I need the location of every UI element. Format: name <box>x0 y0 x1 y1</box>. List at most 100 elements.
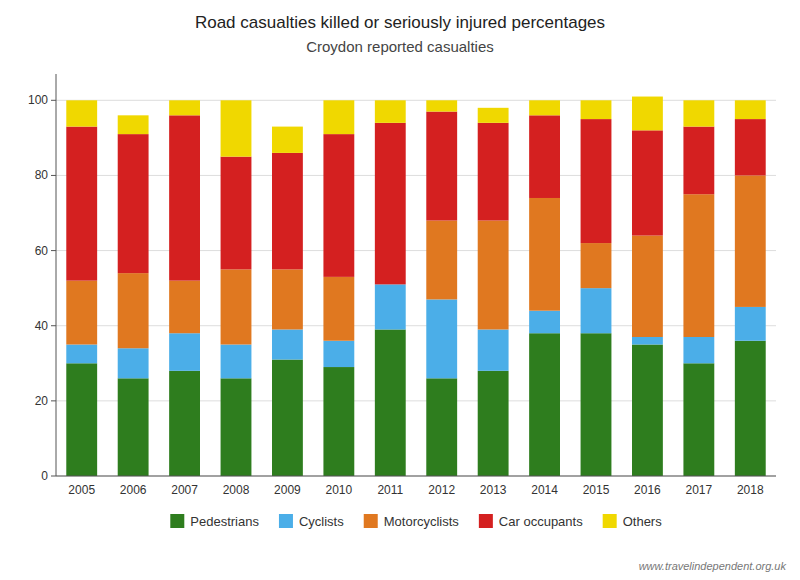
legend-item: Cyclists <box>279 514 344 529</box>
bar-segment: Others 2010: 9 <box>323 100 354 134</box>
bar-segment: Car occupants 2010: 38 <box>323 134 354 277</box>
legend-swatch <box>279 514 293 528</box>
bar-segment: Cyclists 2010: 7 <box>323 341 354 367</box>
bar-segment: Others 2011: 6 <box>375 100 406 123</box>
bar-segment: Others 2005: 7 <box>66 100 97 126</box>
bar-segment: Motorcyclists 2017: 38 <box>683 194 714 337</box>
bar-segment: Pedestrians 2012: 26 <box>426 378 457 476</box>
legend-swatch <box>603 514 617 528</box>
bar-segment: Cyclists 2015: 12 <box>581 288 612 333</box>
bar-segment: Others 2009: 7 <box>272 127 303 153</box>
bar-segment: Cyclists 2007: 10 <box>169 333 200 371</box>
bar-segment: Car occupants 2008: 30 <box>221 157 252 270</box>
bar-segment: Car occupants 2009: 31 <box>272 153 303 269</box>
bar-segment: Motorcyclists 2009: 16 <box>272 269 303 329</box>
bar-segment: Pedestrians 2015: 38 <box>581 333 612 476</box>
bar-segment: Cyclists 2011: 12 <box>375 284 406 329</box>
bar-segment: Motorcyclists 2016: 27 <box>632 236 663 337</box>
tick-label: 2018 <box>737 483 764 497</box>
bar-segment: Pedestrians 2005: 30 <box>66 363 97 476</box>
bar-segment: Others 2016: 9 <box>632 97 663 131</box>
bar-segment: Motorcyclists 2006: 20 <box>118 273 149 348</box>
y-axis: 020406080100 <box>28 93 776 483</box>
bar-segment: Motorcyclists 2008: 20 <box>221 269 252 344</box>
bar-segment: Car occupants 2016: 28 <box>632 130 663 235</box>
x-axis: 2005200620072008200920102011201220132014… <box>68 483 764 497</box>
tick-mark <box>51 100 56 101</box>
legend-label: Cyclists <box>299 514 344 529</box>
bar-segment: Others 2017: 7 <box>683 100 714 126</box>
bar-segment: Pedestrians 2007: 28 <box>169 371 200 476</box>
bar-segment: Cyclists 2012: 21 <box>426 299 457 378</box>
bar-segment: Cyclists 2017: 7 <box>683 337 714 363</box>
bar-segment: Motorcyclists 2007: 14 <box>169 281 200 334</box>
legend-label: Pedestrians <box>190 514 259 529</box>
tick-label: 2010 <box>326 483 353 497</box>
bar-segment: Cyclists 2006: 8 <box>118 348 149 378</box>
tick-label: 2017 <box>686 483 713 497</box>
bar-segment: Pedestrians 2014: 38 <box>529 333 560 476</box>
bar-segment: Motorcyclists 2013: 29 <box>478 221 509 330</box>
bar-segment: Others 2018: 5 <box>735 100 766 119</box>
bar-segment: Pedestrians 2016: 35 <box>632 345 663 476</box>
grid-line <box>56 476 776 477</box>
bar-segment: Cyclists 2013: 11 <box>478 329 509 370</box>
tick-label: 2015 <box>583 483 610 497</box>
grid-line <box>56 325 776 326</box>
legend-swatch <box>479 514 493 528</box>
bar-segment: Car occupants 2018: 15 <box>735 119 766 175</box>
tick-mark <box>51 400 56 401</box>
tick-label: 2016 <box>634 483 661 497</box>
bar-segment: Car occupants 2014: 22 <box>529 115 560 198</box>
title: Road casualties killed or seriously inju… <box>195 13 605 32</box>
bar-segment: Car occupants 2012: 29 <box>426 112 457 221</box>
legend-item: Motorcyclists <box>364 514 460 529</box>
tick-label: 2011 <box>377 483 403 497</box>
tick-label: 2008 <box>223 483 250 497</box>
bar-segment: Car occupants 2013: 26 <box>478 123 509 221</box>
grid-line <box>56 100 776 101</box>
bar-segment: Others 2008: 15 <box>221 100 252 156</box>
bar-segment: Cyclists 2016: 2 <box>632 337 663 345</box>
grid-line <box>56 400 776 401</box>
tick-label: 2005 <box>68 483 95 497</box>
grid-line <box>56 250 776 251</box>
legend-item: Car occupants <box>479 514 583 529</box>
bar-segment: Car occupants 2015: 33 <box>581 119 612 243</box>
subtitle: Croydon reported casualties <box>306 38 494 55</box>
bars: Pedestrians 2005: 30 Pedestrians 2006: 26… <box>66 97 765 476</box>
bar-segment: Others 2012: 3 <box>426 100 457 111</box>
bar-segment: Car occupants 2005: 41 <box>66 127 97 281</box>
bar-segment: Car occupants 2006: 37 <box>118 134 149 273</box>
tick-label: 40 <box>35 319 49 333</box>
tick-label: 60 <box>35 244 49 258</box>
bar-segment: Pedestrians 2017: 30 <box>683 363 714 476</box>
bar-segment: Pedestrians 2006: 26 <box>118 378 149 476</box>
y-axis-line <box>56 74 57 476</box>
bar-segment: Car occupants 2017: 18 <box>683 127 714 195</box>
bar-segment: Motorcyclists 2014: 30 <box>529 198 560 311</box>
axes <box>56 74 776 476</box>
tick-label: 2009 <box>274 483 301 497</box>
bar-segment: Pedestrians 2018: 36 <box>735 341 766 476</box>
series: Pedestrians 2005: 30 Pedestrians 2006: 26… <box>66 329 765 476</box>
bar-segment: Motorcyclists 2015: 12 <box>581 243 612 288</box>
tick-mark <box>51 250 56 251</box>
tick-mark <box>51 325 56 326</box>
chart: Road casualties killed or seriously inju… <box>0 0 800 580</box>
bar-segment: Motorcyclists 2018: 35 <box>735 175 766 306</box>
bar-segment: Cyclists 2018: 9 <box>735 307 766 341</box>
tick-mark <box>51 476 56 477</box>
bar-segment: Motorcyclists 2010: 17 <box>323 277 354 341</box>
bar-segment: Car occupants 2007: 44 <box>169 115 200 280</box>
bar-segment: Motorcyclists 2005: 17 <box>66 281 97 345</box>
tick-label: 20 <box>35 394 49 408</box>
x-axis-line <box>56 476 776 477</box>
legend-label: Motorcyclists <box>384 514 460 529</box>
tick-label: 2012 <box>428 483 455 497</box>
tick-label: 2006 <box>120 483 147 497</box>
legend-item: Others <box>603 514 663 529</box>
bar-segment: Others 2013: 4 <box>478 108 509 123</box>
tick-mark <box>51 175 56 176</box>
bar-segment: Cyclists 2005: 5 <box>66 345 97 364</box>
